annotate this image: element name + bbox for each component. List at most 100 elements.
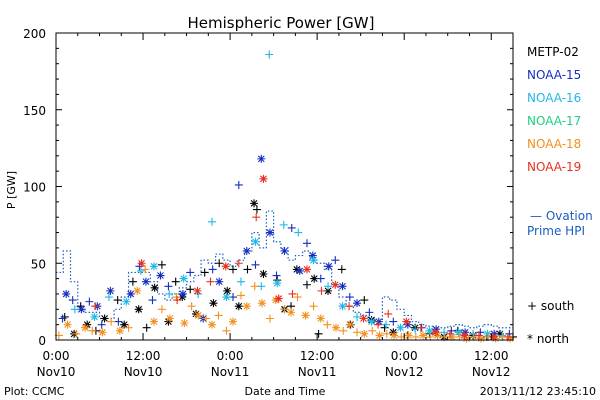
data-point-series-0-35 bbox=[324, 286, 333, 295]
data-point-series-1-27 bbox=[280, 246, 289, 255]
data-point-series-4-33 bbox=[309, 302, 318, 311]
data-point-series-4-2 bbox=[72, 329, 81, 338]
data-point-series-0-31 bbox=[292, 265, 301, 274]
data-point-series-0-24 bbox=[243, 265, 252, 274]
data-point-series-2-7 bbox=[179, 274, 188, 283]
data-point-series-4-6 bbox=[107, 317, 116, 326]
data-point-series-0-21 bbox=[223, 286, 232, 295]
data-point-series-4-12 bbox=[157, 305, 166, 314]
data-point-series-5-19 bbox=[416, 323, 425, 332]
data-point-series-5-24 bbox=[489, 332, 498, 341]
x-tick-label-date-4: Nov12 bbox=[385, 365, 424, 379]
x-tick-label-date-0: Nov10 bbox=[37, 365, 76, 379]
data-point-series-0-11 bbox=[150, 283, 159, 292]
data-point-series-2-16 bbox=[279, 220, 288, 229]
x-tick-label-time-0: 0:00 bbox=[43, 349, 70, 363]
data-point-series-4-60 bbox=[506, 334, 515, 343]
data-point-series-1-31 bbox=[308, 251, 317, 260]
data-point-series-1-35 bbox=[338, 282, 347, 291]
data-point-series-0-27 bbox=[259, 269, 268, 278]
x-axis-label: Date and Time bbox=[245, 385, 326, 398]
data-point-series-5-23 bbox=[474, 331, 483, 340]
data-point-series-5-15 bbox=[359, 314, 368, 323]
data-point-series-4-35 bbox=[323, 320, 332, 329]
data-point-series-0-25 bbox=[250, 199, 259, 208]
data-point-series-4-15 bbox=[180, 319, 189, 328]
legend-ovation-line1: — Ovation bbox=[530, 209, 593, 223]
data-point-series-1-36 bbox=[345, 293, 354, 302]
data-point-series-4-56 bbox=[477, 334, 486, 343]
data-point-series-4-36 bbox=[332, 323, 341, 332]
data-point-series-4-24 bbox=[242, 302, 251, 311]
data-point-series-0-18 bbox=[200, 268, 209, 277]
data-point-series-4-32 bbox=[301, 311, 310, 320]
data-point-series-5-6 bbox=[234, 259, 243, 268]
footer-plot-credit: Plot: CCMC bbox=[4, 385, 65, 398]
data-point-series-4-3 bbox=[81, 323, 90, 332]
data-point-series-2-30 bbox=[483, 329, 492, 338]
data-point-series-4-19 bbox=[207, 320, 216, 329]
data-point-series-1-2 bbox=[68, 296, 77, 305]
data-point-series-0-20 bbox=[215, 259, 224, 268]
legend-marker-south: + south bbox=[527, 299, 574, 313]
data-point-series-1-26 bbox=[272, 271, 281, 280]
data-point-series-1-28 bbox=[287, 223, 296, 232]
data-point-series-1-15 bbox=[178, 289, 187, 298]
y-tick-label-4: 200 bbox=[23, 27, 46, 41]
data-point-series-0-9 bbox=[134, 305, 143, 314]
data-point-series-4-8 bbox=[124, 323, 133, 332]
data-point-series-4-21 bbox=[222, 326, 231, 335]
legend-entry-noaa-17: NOAA-17 bbox=[527, 114, 581, 128]
data-point-series-1-9 bbox=[126, 289, 135, 298]
data-point-series-5-20 bbox=[431, 328, 440, 337]
data-point-series-5-22 bbox=[460, 331, 469, 340]
data-point-series-1-22 bbox=[242, 246, 251, 255]
x-tick-label-date-2: Nov11 bbox=[211, 365, 250, 379]
x-tick-label-time-1: 12:00 bbox=[126, 349, 161, 363]
data-point-series-4-50 bbox=[433, 331, 442, 340]
data-point-series-1-16 bbox=[186, 268, 195, 277]
data-point-series-4-29 bbox=[280, 305, 289, 314]
data-point-series-1-34 bbox=[331, 256, 340, 265]
data-point-series-0-8 bbox=[128, 277, 137, 286]
data-point-series-2-2 bbox=[104, 293, 113, 302]
data-point-series-1-12 bbox=[148, 296, 157, 305]
data-point-series-1-37 bbox=[353, 299, 362, 308]
x-tick-label-time-2: 0:00 bbox=[217, 349, 244, 363]
data-point-series-4-10 bbox=[141, 265, 150, 274]
data-point-series-1-43 bbox=[432, 325, 441, 334]
data-point-series-0-23 bbox=[234, 302, 243, 311]
data-point-series-4-18 bbox=[202, 314, 211, 323]
data-point-series-5-17 bbox=[384, 309, 393, 318]
data-point-series-4-4 bbox=[88, 326, 97, 335]
data-point-series-2-11 bbox=[236, 277, 245, 286]
data-point-series-0-5 bbox=[100, 314, 109, 323]
data-point-series-1-4 bbox=[85, 297, 94, 306]
data-point-series-0-34 bbox=[314, 329, 323, 338]
data-point-series-4-46 bbox=[404, 331, 413, 340]
x-tick-label-time-5: 12:00 bbox=[474, 349, 509, 363]
data-point-series-4-25 bbox=[250, 282, 259, 291]
data-point-series-2-24 bbox=[396, 323, 405, 332]
data-point-series-2-20 bbox=[338, 302, 347, 311]
data-point-series-0-10 bbox=[142, 323, 151, 332]
data-point-series-4-34 bbox=[316, 314, 325, 323]
data-point-series-2-1 bbox=[90, 312, 99, 321]
data-point-series-4-38 bbox=[345, 320, 354, 329]
x-tick-label-date-1: Nov10 bbox=[124, 365, 163, 379]
data-point-series-2-23 bbox=[382, 320, 391, 329]
data-point-series-2-5 bbox=[149, 262, 158, 271]
data-point-series-2-9 bbox=[207, 217, 216, 226]
x-tick-label-date-3: Nov11 bbox=[298, 365, 337, 379]
data-point-series-4-13 bbox=[165, 314, 174, 323]
y-axis-label: P [GW] bbox=[5, 171, 18, 209]
data-point-series-5-7 bbox=[252, 213, 261, 222]
data-point-series-2-10 bbox=[222, 293, 231, 302]
data-point-series-5-5 bbox=[221, 262, 230, 271]
data-point-series-4-28 bbox=[271, 296, 280, 305]
y-tick-label-1: 50 bbox=[31, 257, 46, 271]
footer-timestamp: 2013/11/12 23:45:10 bbox=[480, 385, 596, 398]
data-point-series-4-5 bbox=[98, 328, 107, 337]
data-point-series-1-33 bbox=[324, 262, 333, 271]
data-point-series-4-26 bbox=[258, 299, 267, 308]
